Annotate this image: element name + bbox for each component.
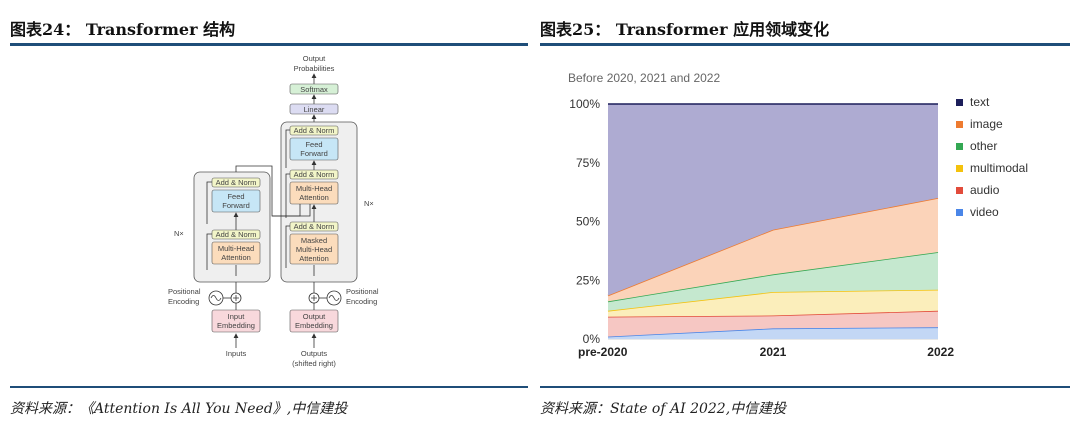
right-title-rule [540, 43, 1070, 46]
x-tick-label: pre-2020 [578, 345, 628, 359]
encoder-add-norm-2 [211, 177, 261, 188]
decoder-positional-label-1: Positional [346, 287, 379, 296]
legend-swatch-image [956, 121, 963, 128]
encoder-feed-forward-label-1: Feed [227, 192, 244, 201]
left-source-note: 资料来源：《Attention Is All You Need》,中信建投 [10, 401, 348, 417]
decoder-add-norm-1-label: Add & Norm [294, 222, 335, 231]
linear-box [289, 103, 339, 115]
decoder-mha-label-2: Attention [299, 193, 329, 202]
inputs-label: Inputs [226, 349, 247, 358]
outputs-label: Outputs [301, 349, 328, 358]
left-footer-rule [10, 386, 528, 388]
input-embedding-label-1: Input [228, 312, 246, 321]
masked-mha-label-3: Attention [299, 254, 329, 263]
encoder-mha-label-2: Attention [221, 253, 251, 262]
encoder-mha-label-1: Multi-Head [218, 244, 254, 253]
decoder-nx-label: N× [364, 199, 374, 208]
encoder-add-norm-1-label: Add & Norm [216, 230, 257, 239]
legend-swatch-audio [956, 187, 963, 194]
y-tick-label: 50% [576, 215, 600, 229]
legend-label-audio: audio [970, 183, 1000, 197]
transformer-architecture-diagram: Output Probabilities Softmax Linear Add … [168, 54, 379, 368]
output-probabilities-label-2: Probabilities [294, 64, 335, 73]
legend-swatch-other [956, 143, 963, 150]
linear-label: Linear [304, 105, 325, 114]
y-tick-label: 100% [569, 97, 600, 111]
decoder-positional-label-2: Encoding [346, 297, 377, 306]
encoder-add-norm-1 [211, 229, 261, 240]
decoder-add-norm-2 [289, 169, 339, 180]
x-tick-label: 2021 [760, 345, 787, 359]
encoder-positional-label-2: Encoding [168, 297, 199, 306]
area-multimodal [608, 289, 938, 317]
area-image [608, 198, 938, 302]
encoder-add-norm-2-label: Add & Norm [216, 178, 257, 187]
decoder-add-norm-3-label: Add & Norm [294, 126, 335, 135]
y-tick-label: 25% [576, 273, 600, 287]
x-tick-label: 2022 [927, 345, 954, 359]
transformer-application-area-chart: Before 2020, 2021 and 2022 0% 25% 50% 75% 10… [568, 71, 1028, 359]
chart-subtitle: Before 2020, 2021 and 2022 [568, 71, 720, 85]
output-probabilities-label-1: Output [303, 54, 326, 63]
legend-swatch-video [956, 209, 963, 216]
softmax-label: Softmax [300, 85, 328, 94]
area-other [608, 252, 938, 311]
encoder-multi-head-attention [211, 241, 261, 265]
decoder-add-norm-1 [289, 221, 339, 232]
right-source-note: 资料来源：State of AI 2022,中信建投 [540, 401, 787, 417]
area-audio [608, 310, 938, 337]
masked-mha-label-1: Masked [301, 236, 327, 245]
legend-label-image: image [970, 117, 1003, 131]
decoder-masked-multi-head-attention [289, 233, 339, 265]
right-panel-title: 图表25： Transformer 应用领域变化 [540, 20, 830, 39]
decoder-multi-head-attention [289, 181, 339, 205]
legend-swatch-multimodal [956, 165, 963, 172]
right-footer-rule [540, 386, 1070, 388]
legend-label-video: video [970, 205, 999, 219]
left-panel-title: 图表24： Transformer 结构 [10, 20, 236, 39]
plot-area: 0% 25% 50% 75% 100% pre-2020 2021 2022 [569, 97, 954, 359]
output-embedding-label-1: Output [303, 312, 326, 321]
encoder-feed-forward-label-2: Forward [222, 201, 250, 210]
decoder-mha-label-1: Multi-Head [296, 184, 332, 193]
chart-legend: text image other multimodal audio video [956, 95, 1028, 219]
outputs-shifted-label: (shifted right) [292, 359, 336, 368]
legend-swatch-text [956, 99, 963, 106]
decoder-add-norm-3 [289, 125, 339, 136]
encoder-nx-label: N× [174, 229, 184, 238]
area-text [608, 104, 938, 296]
y-tick-label: 75% [576, 156, 600, 170]
decoder-add-norm-2-label: Add & Norm [294, 170, 335, 179]
softmax-box [289, 83, 339, 95]
encoder-positional-label-1: Positional [168, 287, 201, 296]
legend-label-text: text [970, 95, 990, 109]
y-tick-label: 0% [583, 332, 601, 346]
masked-mha-label-2: Multi-Head [296, 245, 332, 254]
input-embedding-label-2: Embedding [217, 321, 255, 330]
decoder-feed-forward-label-2: Forward [300, 149, 328, 158]
output-embedding-label-2: Embedding [295, 321, 333, 330]
left-title-rule [10, 43, 528, 46]
decoder-feed-forward-label-1: Feed [305, 140, 322, 149]
decoder-feed-forward [289, 137, 339, 161]
legend-label-other: other [970, 139, 997, 153]
encoder-stack [193, 171, 271, 283]
area-video [608, 327, 938, 339]
legend-label-multimodal: multimodal [970, 161, 1028, 175]
encoder-feed-forward [211, 189, 261, 213]
